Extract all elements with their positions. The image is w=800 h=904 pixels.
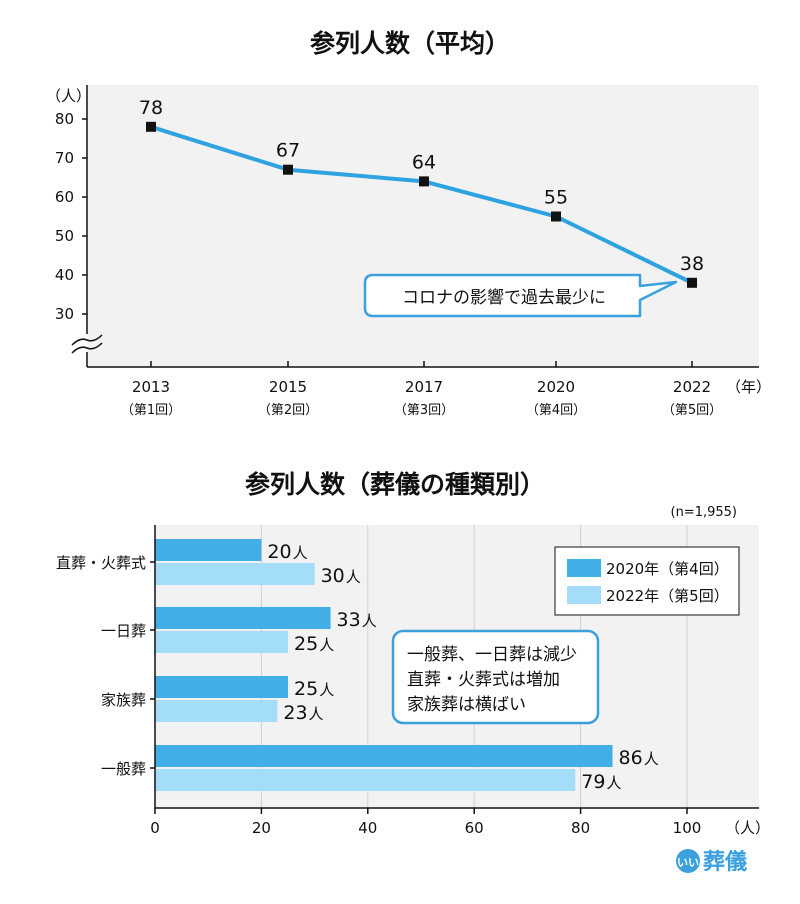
bar-x-tick-label: 0: [150, 819, 160, 837]
legend-label-2020: 2020年（第4回）: [606, 560, 729, 578]
bar-annotation: 一般葬、一日葬は減少 直葬・火葬式は増加 家族葬は横ばい: [391, 629, 600, 725]
bar-sample-size: (n=1,955): [671, 505, 738, 520]
line-data-label-2022: 38: [680, 253, 704, 275]
line-data-label-2015: 67: [276, 140, 300, 162]
axis-break-lower: [71, 342, 103, 354]
line-y-tick-label: 80: [55, 110, 74, 128]
line-x-tick-sublabel: （第4回）: [526, 403, 586, 418]
bar-data-label: 23人: [283, 702, 323, 724]
logo-text: 葬儀: [703, 849, 747, 875]
line-data-label-2017: 64: [412, 151, 436, 173]
line-y-axis: 80 70 60 50 40 30: [55, 85, 103, 367]
bar-一般葬-2020年（第4回）: [155, 745, 613, 767]
line-data-label-2020: 55: [544, 187, 568, 209]
line-y-tick-label: 60: [55, 188, 74, 206]
line-x-tick-sublabel: （第2回）: [258, 403, 318, 418]
bar-annotation-line-3: 家族葬は横ばい: [407, 695, 526, 715]
annotation-callout-box: [363, 273, 678, 318]
line-x-tick-label: 2017: [405, 378, 443, 396]
axis-break-upper: [71, 334, 103, 346]
line-x-unit: （年）: [726, 378, 771, 396]
bar-chart-title: 参列人数（葬儀の種類別）: [245, 470, 545, 499]
line-y-tick-label: 50: [55, 227, 74, 245]
line-data-label-2013: 78: [139, 97, 163, 119]
bar-category-label: 直葬・火葬式: [56, 554, 146, 572]
bar-直葬・火葬式-2020年（第4回）: [155, 539, 262, 561]
line-y-tick-label: 30: [55, 305, 74, 323]
logo-mark: いい: [677, 856, 699, 869]
line-x-tick-label: 2013: [132, 378, 170, 396]
line-x-tick-label: 2020: [537, 378, 575, 396]
bar-data-label: 33人: [337, 609, 377, 631]
bar-x-tick-label: 20: [252, 819, 271, 837]
line-x-tick-label: 2015: [269, 378, 307, 396]
bar-category-label: 一般葬: [101, 760, 146, 778]
bar-legend: 2020年（第4回） 2022年（第5回）: [554, 546, 740, 616]
line-markers: 78 67 64 55 38: [139, 97, 704, 288]
bar-category-label: 一日葬: [101, 622, 146, 640]
bar-data-label: 30人: [321, 565, 361, 587]
line-point-2017: [419, 176, 429, 187]
line-x-ticks: 2013 （第1回） 2015 （第2回） 2017 （第3回） 2020 （第4回） 2022…: [121, 361, 722, 418]
bar-annotation-line-1: 一般葬、一日葬は減少: [407, 645, 577, 665]
line-point-2020: [551, 211, 561, 222]
line-y-tick-label: 70: [55, 149, 74, 167]
line-x-tick-sublabel: （第5回）: [662, 403, 722, 418]
brand-logo: いい 葬儀: [676, 849, 747, 875]
bar-x-tick-label: 60: [465, 819, 484, 837]
bar-data-label: 79人: [581, 771, 621, 793]
bar-data-label: 20人: [267, 541, 307, 563]
line-point-2022: [687, 277, 697, 288]
bar-一日葬-2020年（第4回）: [155, 607, 331, 629]
line-x-tick-sublabel: （第3回）: [394, 403, 454, 418]
logo-bubble: [676, 849, 700, 873]
bar-x-ticks: 0 20 40 60 80 100: [150, 808, 701, 837]
bar-annotation-line-2: 直葬・火葬式は増加: [407, 670, 560, 690]
bar-一日葬-2022年（第5回）: [155, 631, 288, 653]
bar-data-label: 86人: [619, 747, 659, 769]
bar-x-tick-label: 100: [673, 819, 702, 837]
line-y-tick-label: 40: [55, 266, 74, 284]
bar-家族葬-2020年（第4回）: [155, 676, 288, 698]
bar-annotation-box: [391, 629, 600, 725]
line-x-tick-label: 2022: [673, 378, 711, 396]
line-point-2015: [283, 164, 293, 175]
bar-data-label: 25人: [294, 678, 334, 700]
bar-家族葬-2022年（第5回）: [155, 700, 278, 722]
bar-直葬・火葬式-2022年（第5回）: [155, 563, 315, 585]
annotation-text: コロナの影響で過去最少に: [402, 288, 606, 308]
bar-一般葬-2022年（第5回）: [155, 769, 576, 791]
bar-x-tick-label: 80: [571, 819, 590, 837]
bar-x-tick-label: 40: [358, 819, 377, 837]
line-annotation: コロナの影響で過去最少に: [363, 273, 678, 318]
line-chart-title: 参列人数（平均）: [310, 29, 510, 58]
bar-x-unit: （人）: [725, 819, 770, 837]
legend-swatch-2022: [567, 586, 601, 604]
bar-category-label: 家族葬: [101, 691, 146, 709]
line-point-2013: [146, 121, 156, 132]
line-y-unit: （人）: [46, 87, 91, 105]
line-plot-area: [87, 85, 759, 367]
legend-swatch-2020: [567, 559, 601, 577]
legend-label-2022: 2022年（第5回）: [606, 587, 729, 605]
bar-data-label: 25人: [294, 633, 334, 655]
line-x-tick-sublabel: （第1回）: [121, 403, 181, 418]
